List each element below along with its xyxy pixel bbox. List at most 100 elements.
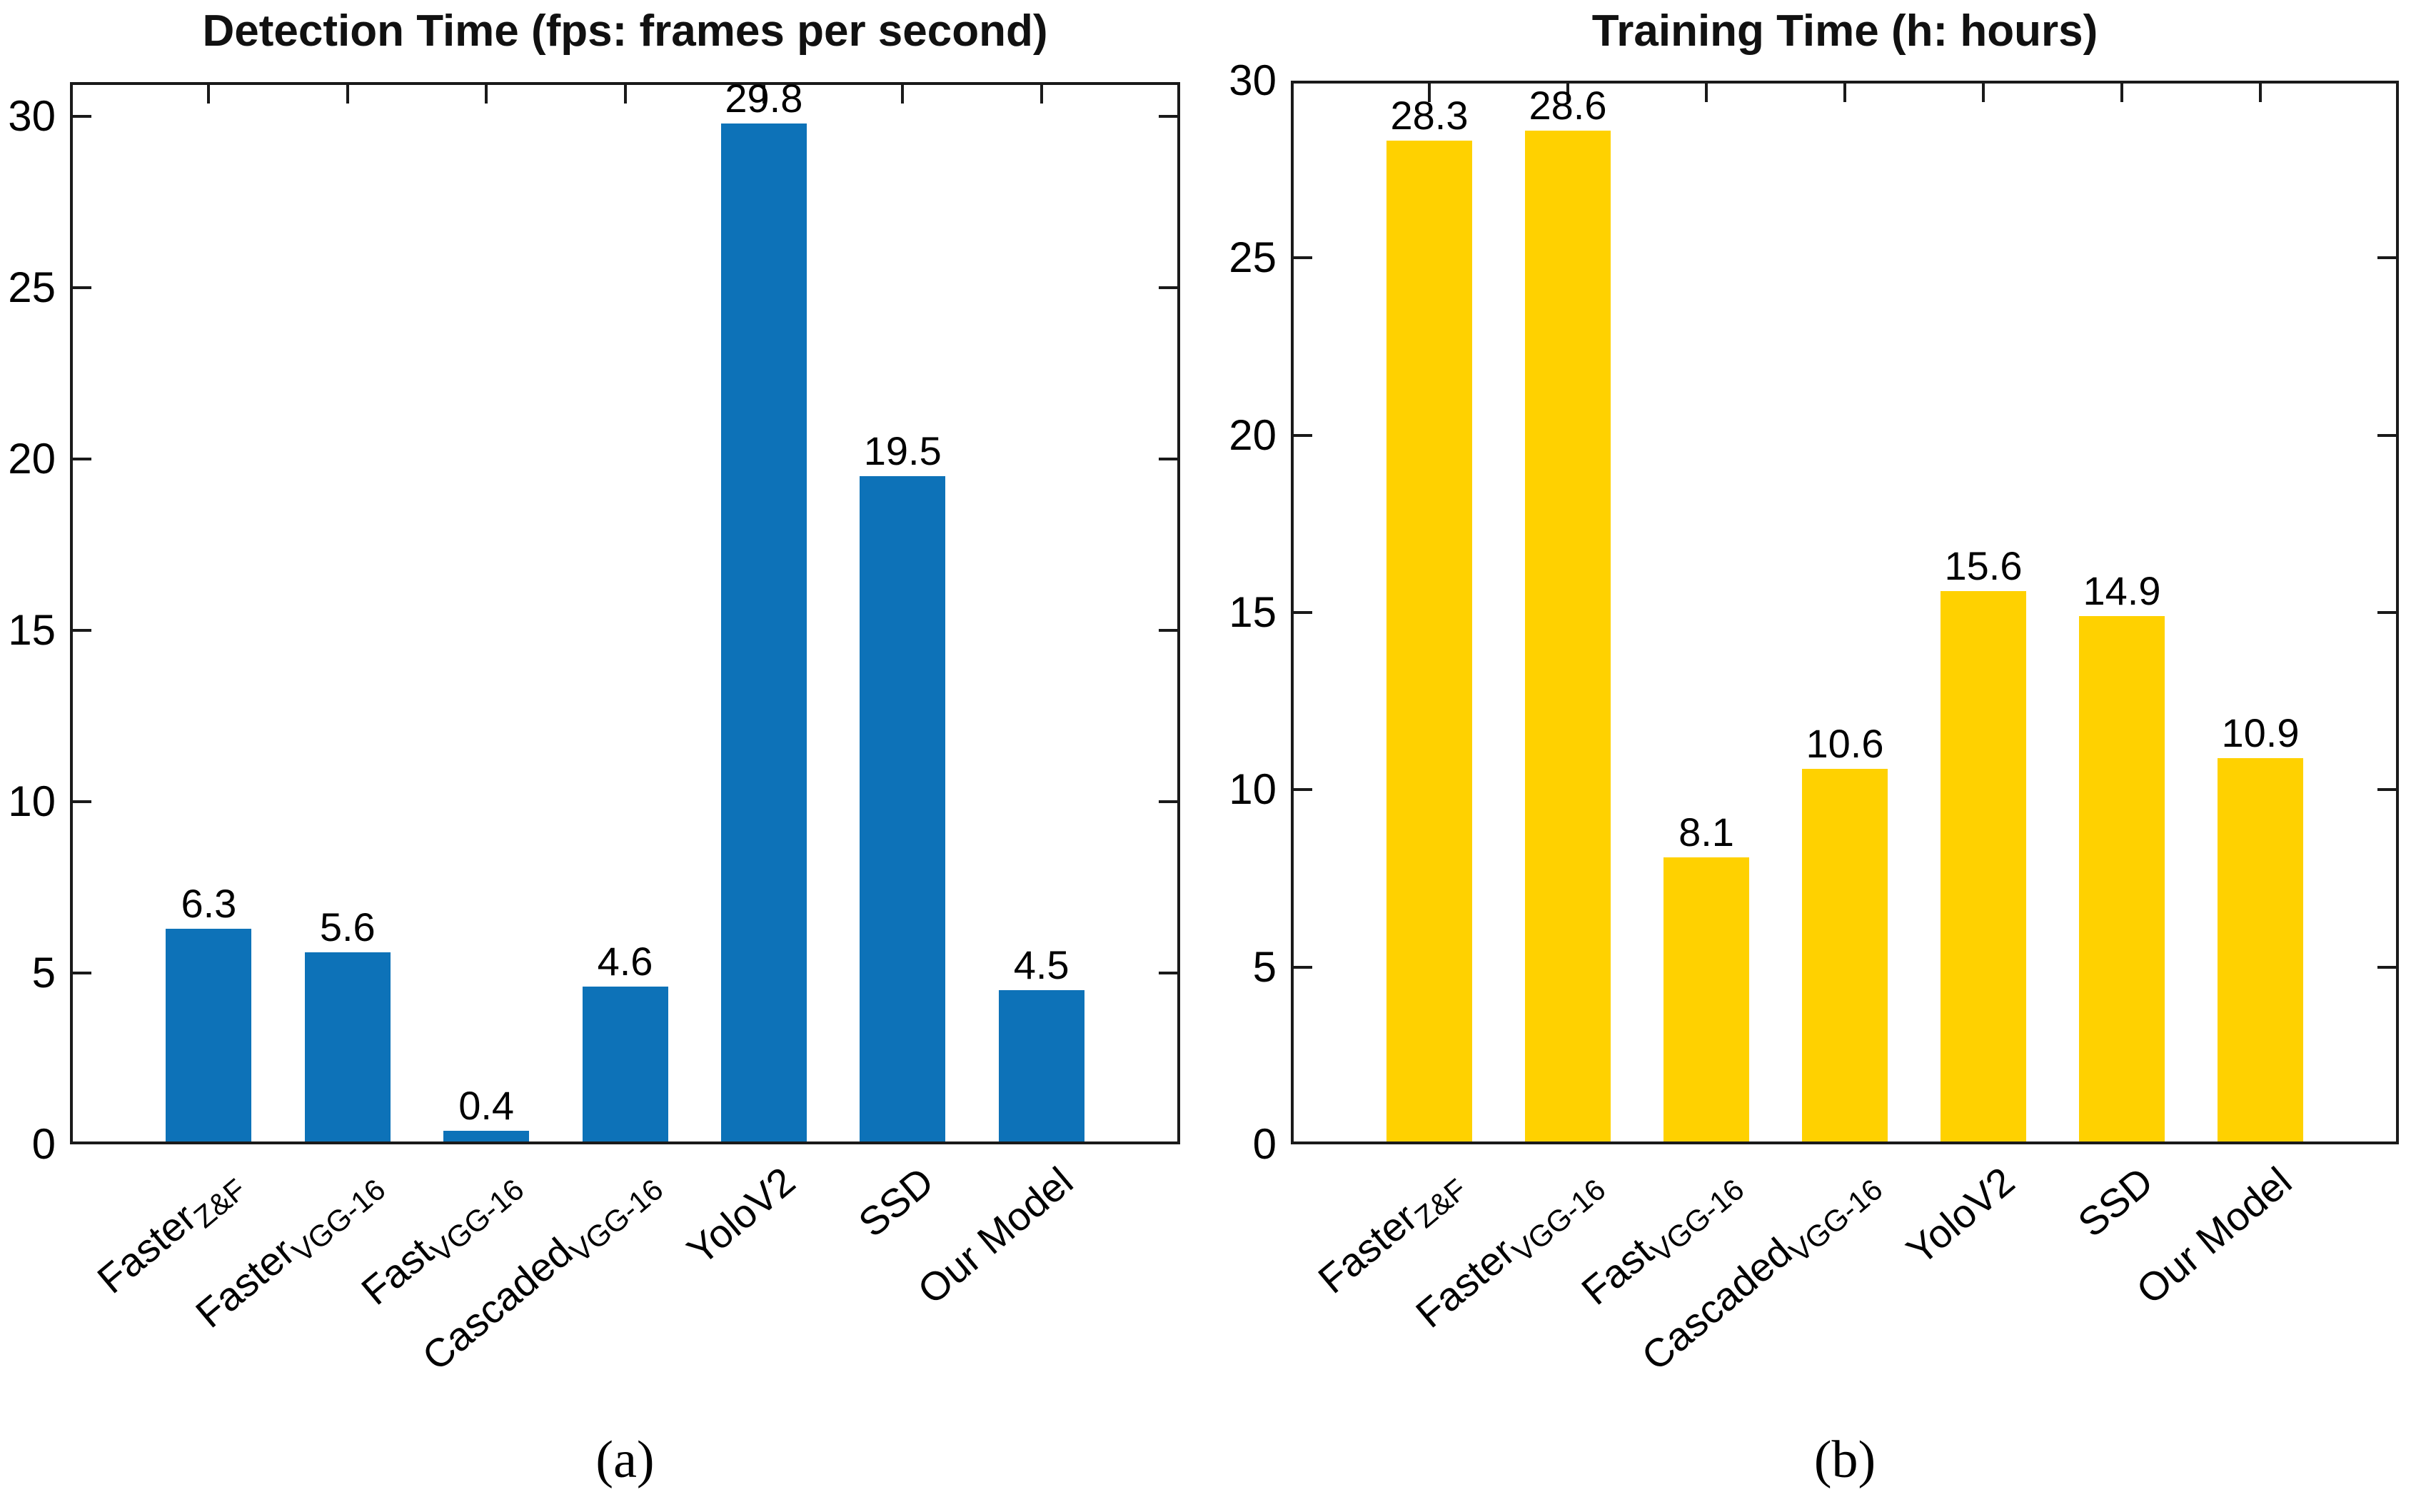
y-tick-label: 15 — [1229, 588, 1277, 636]
bar — [998, 990, 1084, 1141]
bar-value-label: 6.3 — [181, 880, 237, 926]
y-tick-mark — [1294, 433, 1312, 437]
x-tick-mark — [623, 85, 627, 104]
x-category-label: YoloV2 — [1612, 1158, 2023, 1512]
y-tick-mark — [1159, 972, 1177, 974]
bar — [860, 476, 946, 1141]
x-tick-mark — [207, 85, 211, 104]
bar-value-label: 0.4 — [458, 1082, 515, 1128]
x-category-label-main: Our Model — [2128, 1158, 2300, 1313]
x-tick-mark — [1982, 84, 1985, 102]
x-tick-mark — [2259, 84, 2262, 102]
y-tick-label: 10 — [1229, 765, 1277, 814]
x-tick-mark — [1040, 85, 1043, 104]
y-tick-label: 5 — [31, 949, 56, 997]
y-tick-mark — [2377, 433, 2396, 437]
bar-value-label: 10.9 — [2221, 710, 2300, 755]
x-category-label: Our Model — [670, 1158, 1081, 1512]
bar-value-label: 28.3 — [1390, 93, 1469, 138]
x-category-label-main: Fast — [1573, 1229, 1662, 1314]
bar-value-label: 28.6 — [1529, 82, 1607, 128]
y-tick-mark — [1294, 256, 1312, 260]
x-category-label-main: Fast — [353, 1229, 442, 1314]
y-tick-mark — [1159, 629, 1177, 632]
bar — [1525, 130, 1611, 1141]
y-tick-mark — [1294, 965, 1312, 969]
x-category-label: CascadedVGG-16 — [253, 1159, 672, 1512]
y-tick-mark — [1159, 458, 1177, 460]
x-category-label-main: Faster — [1309, 1194, 1426, 1302]
x-category-label: CascadedVGG-16 — [1474, 1159, 1892, 1512]
x-tick-mark — [762, 85, 765, 104]
y-tick-mark — [73, 800, 91, 803]
x-category-label-main: Faster — [89, 1194, 205, 1302]
y-tick-mark — [1159, 800, 1177, 803]
y-tick-label: 5 — [1252, 942, 1277, 991]
x-category-label: FastVGG-16 — [1335, 1159, 1753, 1512]
x-tick-mark — [1428, 84, 1431, 102]
y-tick-label: 30 — [8, 92, 56, 140]
y-tick-mark — [73, 972, 91, 974]
x-tick-mark — [2120, 84, 2123, 102]
x-category-label-subscript: VGG-16 — [1506, 1172, 1612, 1269]
bar-value-label: 4.6 — [597, 939, 653, 984]
y-tick-mark — [2377, 965, 2396, 969]
x-category-label: YoloV2 — [393, 1158, 803, 1512]
chart-title-training: Training Time (h: hours) — [1591, 6, 2098, 56]
bar — [582, 987, 668, 1141]
x-tick-mark — [1843, 84, 1846, 102]
bar — [1802, 768, 1888, 1141]
subfigure-caption-a: (a) — [595, 1431, 655, 1489]
y-tick-label: 10 — [8, 777, 56, 825]
x-category-label-subscript: VGG-16 — [285, 1172, 392, 1269]
bar-value-label: 10.6 — [1806, 720, 1884, 766]
chart-title-detection: Detection Time (fps: frames per second) — [202, 6, 1048, 56]
x-tick-mark — [485, 85, 488, 104]
bar — [1386, 141, 1472, 1141]
y-tick-mark — [2377, 256, 2396, 260]
x-category-label: SSD — [531, 1158, 942, 1512]
bar — [304, 952, 391, 1141]
y-tick-mark — [73, 286, 91, 289]
x-category-label: FasterVGG-16 — [0, 1159, 395, 1512]
x-category-label-main: Faster — [186, 1229, 303, 1336]
bar — [2218, 757, 2303, 1141]
bar-value-label: 19.5 — [863, 428, 942, 473]
subfigure-caption-b: (b) — [1813, 1431, 1876, 1489]
bar — [166, 928, 252, 1141]
x-category-label-subscript: VGG-16 — [1783, 1172, 1889, 1269]
x-category-label-main: Faster — [1407, 1229, 1524, 1336]
x-tick-mark — [346, 85, 349, 104]
bar-value-label: 8.1 — [1678, 809, 1734, 855]
y-tick-mark — [1159, 286, 1177, 289]
bar — [720, 123, 807, 1141]
bar-value-label: 15.6 — [1944, 543, 2023, 589]
bar — [443, 1130, 530, 1141]
x-category-label: FasterZ&F — [0, 1159, 256, 1512]
x-category-label-main: Cascaded — [1633, 1229, 1801, 1379]
y-tick-mark — [73, 458, 91, 460]
plot-area-frame — [1291, 81, 2399, 1144]
y-tick-label: 25 — [1229, 233, 1277, 282]
y-tick-label: 20 — [1229, 410, 1277, 459]
x-category-label-main: SSD — [2069, 1158, 2162, 1246]
x-category-label-subscript: VGG-16 — [1644, 1172, 1751, 1269]
bar-value-label: 4.5 — [1013, 942, 1069, 987]
x-category-label-main: Our Model — [909, 1158, 1081, 1313]
y-tick-mark — [2377, 611, 2396, 614]
y-tick-mark — [2377, 788, 2396, 792]
y-tick-label: 0 — [31, 1120, 56, 1168]
bar — [1663, 857, 1749, 1141]
bar — [1941, 591, 2026, 1141]
x-tick-mark — [1705, 84, 1708, 102]
x-tick-mark — [1566, 84, 1569, 102]
x-category-label: FastVGG-16 — [115, 1159, 533, 1512]
y-tick-mark — [73, 629, 91, 632]
x-category-label-main: YoloV2 — [1898, 1158, 2023, 1274]
y-tick-mark — [1294, 788, 1312, 792]
y-tick-label: 15 — [8, 606, 56, 654]
x-category-label: SSD — [1751, 1158, 2162, 1512]
y-tick-label: 30 — [1229, 56, 1277, 104]
